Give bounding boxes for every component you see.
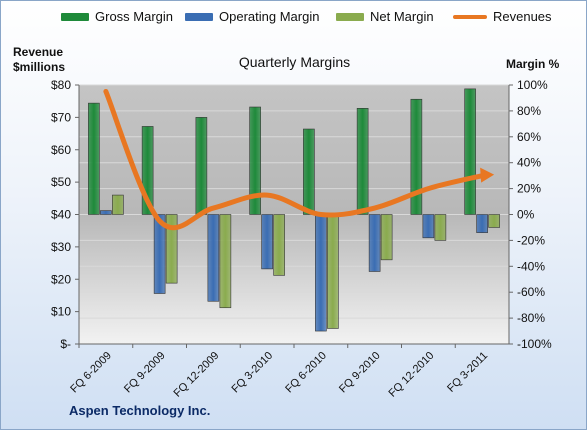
- bar-gross-margin: [141, 126, 154, 215]
- right-tick-label: 40%: [517, 156, 541, 170]
- legend-label-gross-margin: Gross Margin: [95, 9, 174, 24]
- x-tick-label: FQ 12-2010: [387, 350, 437, 400]
- bar-gross-margin: [88, 102, 100, 215]
- bar-net-margin: [165, 214, 178, 284]
- left-tick-label: $20: [51, 272, 71, 286]
- x-tick-label: FQ 9-2009: [122, 350, 168, 396]
- left-tick-label: $40: [51, 208, 71, 222]
- bar-operating-margin: [368, 214, 381, 272]
- right-tick-label: -40%: [517, 259, 545, 273]
- bar-net-margin: [219, 214, 232, 309]
- bar-operating-margin: [261, 214, 273, 270]
- left-tick-label: $-: [60, 337, 71, 351]
- legend-swatch-revenues: [453, 14, 487, 19]
- bar-net-margin: [488, 214, 500, 228]
- revenues-line: [103, 88, 485, 231]
- bar-net-margin: [380, 214, 393, 261]
- left-tick-label: $70: [51, 110, 71, 124]
- legend-label-operating-margin: Operating Margin: [219, 9, 320, 24]
- bar-gross-margin: [356, 108, 369, 215]
- left-tick-label: $10: [51, 305, 71, 319]
- bar-gross-margin: [249, 106, 261, 215]
- bar-operating-margin: [476, 214, 488, 233]
- x-tick-label: FQ 9-2010: [337, 350, 383, 396]
- bar-operating-margin: [153, 214, 166, 294]
- right-tick-label: -60%: [517, 285, 545, 299]
- left-tick-label: $60: [51, 143, 71, 157]
- bar-gross-margin: [410, 98, 423, 215]
- legend-swatch-net-margin: [336, 12, 364, 21]
- right-tick-label: 60%: [517, 130, 541, 144]
- bar-gross-margin: [195, 117, 208, 215]
- bar-net-margin: [434, 214, 447, 241]
- left-axis-title: Revenue $millions: [13, 45, 66, 74]
- right-tick-label: 80%: [517, 104, 541, 118]
- left-tick-label: $80: [51, 78, 71, 92]
- x-tick-label: FQ 3-2011: [445, 350, 490, 395]
- left-tick-label: $30: [51, 240, 71, 254]
- bar-net-margin: [112, 194, 124, 215]
- right-tick-label: -80%: [517, 311, 545, 325]
- bar-gross-margin: [464, 88, 476, 215]
- x-tick-label: FQ 12-2009: [172, 350, 222, 400]
- legend-swatch-operating-margin: [185, 12, 213, 21]
- revenues-arrow-head: [480, 167, 495, 183]
- bar-operating-margin: [422, 214, 435, 239]
- legend-item-operating-margin: Operating Margin: [185, 9, 319, 24]
- chart-title: Quarterly Margins: [238, 54, 351, 70]
- left-tick-label: $50: [51, 175, 71, 189]
- bar-operating-margin: [315, 214, 327, 332]
- right-tick-label: -100%: [517, 337, 552, 351]
- right-tick-label: -20%: [517, 233, 545, 247]
- right-axis-title: Margin %: [506, 57, 560, 71]
- bar-net-margin: [327, 214, 339, 329]
- x-tick-label: FQ 6-2009: [68, 350, 114, 396]
- bar-operating-margin: [100, 210, 112, 215]
- bar-operating-margin: [207, 214, 220, 302]
- legend-item-net-margin: Net Margin: [336, 9, 434, 24]
- x-tick-label: FQ 6-2010: [283, 350, 329, 396]
- right-tick-label: 20%: [517, 182, 541, 196]
- x-tick-label: FQ 3-2010: [230, 350, 276, 396]
- right-tick-label: 0%: [517, 208, 535, 222]
- bar-net-margin: [273, 214, 285, 276]
- bar-gross-margin: [303, 128, 315, 215]
- company-name: Aspen Technology Inc.: [69, 403, 211, 418]
- right-tick-label: 100%: [517, 78, 548, 92]
- legend: Gross Margin Operating Margin Net Margin…: [1, 9, 586, 29]
- legend-item-gross-margin: Gross Margin: [61, 9, 173, 24]
- legend-label-revenues: Revenues: [493, 9, 552, 24]
- legend-item-revenues: Revenues: [453, 9, 552, 24]
- legend-label-net-margin: Net Margin: [370, 9, 434, 24]
- legend-swatch-gross-margin: [61, 12, 89, 21]
